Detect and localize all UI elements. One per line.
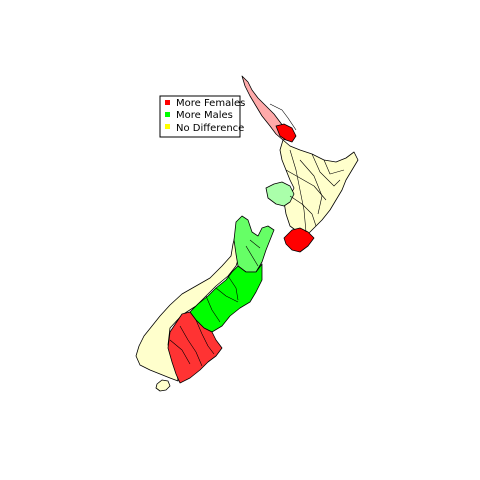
legend-swatch-no-difference [165,124,170,129]
legend-item-more-males: More Males [165,110,233,121]
legend-item-no-difference: No Difference [165,123,244,134]
legend-label-no-difference: No Difference [176,123,244,134]
region-stewart-island [155,379,171,392]
region-west-coast [135,221,245,382]
legend-swatch-more-males [165,112,170,117]
region-auckland [275,123,297,143]
region-otago-southland [167,311,223,384]
legend-label-more-females: More Females [176,98,245,109]
legend-swatch-more-females [165,100,170,105]
region-wellington [283,227,315,253]
region-nelson-marlborough [233,215,275,273]
legend-item-more-females: More Females [165,98,245,109]
legend: More Females More Males No Difference [159,95,245,138]
region-canterbury [189,263,263,333]
legend-label-more-males: More Males [176,110,233,121]
district-boundaries [169,103,345,367]
legend-box [159,95,241,138]
region-taranaki [265,181,295,207]
